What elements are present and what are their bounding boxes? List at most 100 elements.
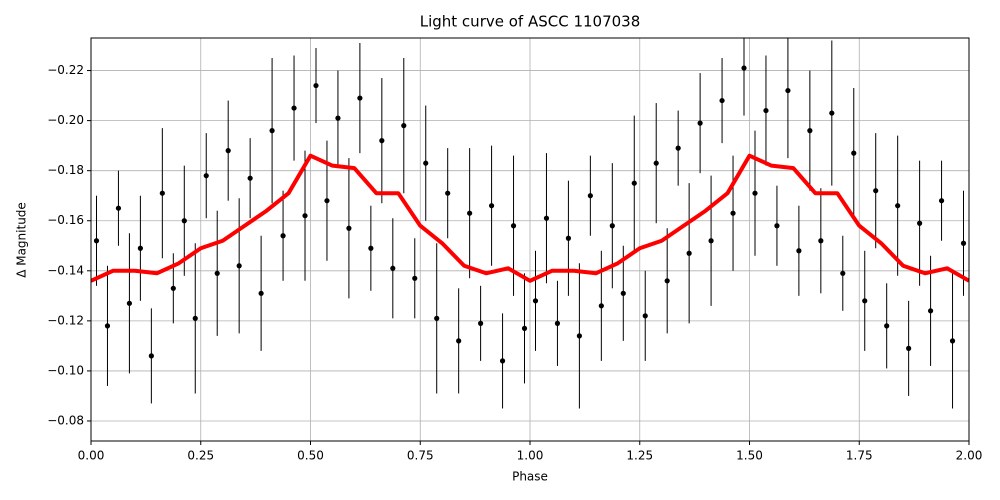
data-point bbox=[510, 223, 517, 229]
data-point bbox=[807, 128, 813, 134]
data-point bbox=[631, 180, 637, 186]
data-point bbox=[906, 345, 912, 351]
data-point bbox=[763, 107, 769, 114]
data-point bbox=[379, 138, 385, 144]
data-point bbox=[719, 97, 725, 104]
data-point bbox=[949, 338, 956, 344]
data-point bbox=[653, 160, 659, 166]
data-point bbox=[148, 353, 154, 359]
data-point bbox=[730, 210, 736, 216]
data-point bbox=[708, 238, 714, 244]
data-point bbox=[93, 238, 100, 244]
data-point bbox=[291, 105, 297, 111]
data-point bbox=[620, 290, 626, 296]
x-tick-label: 0.00 bbox=[78, 449, 105, 463]
data-point bbox=[938, 198, 945, 204]
data-point bbox=[357, 95, 363, 101]
data-point bbox=[324, 198, 330, 204]
x-tick-label: 0.50 bbox=[297, 449, 324, 463]
data-point bbox=[181, 218, 187, 224]
data-point bbox=[115, 205, 122, 211]
data-point bbox=[126, 300, 133, 306]
data-point bbox=[598, 303, 604, 309]
x-tick-label: 1.00 bbox=[517, 449, 544, 463]
data-point bbox=[401, 123, 407, 129]
data-point bbox=[532, 298, 539, 304]
data-point bbox=[521, 325, 528, 331]
data-point bbox=[488, 203, 495, 209]
data-point bbox=[664, 278, 670, 284]
data-point bbox=[412, 275, 418, 281]
data-point bbox=[565, 235, 572, 241]
data-point bbox=[697, 120, 703, 126]
y-tick-label: −0.16 bbox=[47, 213, 84, 227]
x-tick-label: 2.00 bbox=[956, 449, 983, 463]
data-point bbox=[170, 285, 176, 291]
data-point bbox=[927, 308, 934, 314]
data-point bbox=[423, 160, 429, 166]
data-point bbox=[917, 220, 923, 226]
data-point bbox=[390, 265, 396, 271]
data-point bbox=[269, 128, 275, 134]
data-point bbox=[368, 245, 374, 251]
data-point bbox=[818, 238, 824, 244]
y-tick-label: −0.18 bbox=[47, 163, 84, 177]
y-tick-label: −0.20 bbox=[47, 113, 84, 127]
data-point bbox=[467, 210, 473, 216]
data-point bbox=[137, 245, 143, 251]
data-point bbox=[785, 87, 791, 94]
plot-area bbox=[91, 38, 969, 409]
y-axis-label: Δ Magnitude bbox=[15, 202, 29, 278]
data-point bbox=[829, 110, 835, 116]
data-point bbox=[445, 190, 451, 196]
grid bbox=[90, 38, 970, 441]
data-point bbox=[554, 320, 561, 326]
data-point bbox=[752, 190, 758, 196]
data-point bbox=[862, 298, 868, 304]
data-point bbox=[203, 173, 209, 179]
x-tick-label: 1.25 bbox=[626, 449, 653, 463]
x-tick-label: 0.25 bbox=[187, 449, 214, 463]
data-point bbox=[609, 223, 615, 229]
data-point bbox=[225, 148, 231, 154]
data-point bbox=[192, 315, 198, 321]
data-point bbox=[895, 203, 901, 209]
y-tick-label: −0.08 bbox=[47, 413, 84, 427]
data-point bbox=[741, 65, 747, 71]
chart-title: Light curve of ASCC 1107038 bbox=[420, 13, 641, 31]
data-point bbox=[247, 175, 253, 181]
data-point bbox=[576, 333, 582, 339]
data-point bbox=[675, 145, 681, 151]
data-point bbox=[104, 323, 111, 329]
data-point bbox=[159, 190, 165, 196]
data-point bbox=[840, 270, 846, 276]
data-point bbox=[236, 263, 242, 269]
data-point bbox=[478, 320, 484, 326]
data-point bbox=[313, 82, 319, 89]
data-point bbox=[434, 315, 440, 321]
data-point bbox=[499, 358, 506, 364]
data-point bbox=[587, 193, 593, 199]
data-point bbox=[960, 240, 967, 246]
data-point bbox=[456, 338, 462, 344]
x-tick-label: 1.75 bbox=[846, 449, 873, 463]
y-tick-label: −0.14 bbox=[47, 263, 84, 277]
data-point bbox=[851, 150, 857, 156]
y-tick-label: −0.12 bbox=[47, 313, 84, 327]
data-point bbox=[258, 290, 264, 296]
y-tick-label: −0.22 bbox=[47, 63, 84, 77]
data-point bbox=[642, 313, 648, 319]
data-point bbox=[335, 115, 341, 121]
data-point bbox=[346, 225, 352, 231]
data-point bbox=[796, 248, 802, 254]
data-point bbox=[543, 215, 550, 221]
data-point bbox=[302, 213, 308, 219]
data-point bbox=[214, 270, 220, 276]
x-tick-label: 1.50 bbox=[736, 449, 763, 463]
data-point bbox=[280, 233, 286, 239]
x-tick-label: 0.75 bbox=[407, 449, 434, 463]
axes: 0.00 0.25 0.50 0.75 1.00 1.25 1.50 1.75 2.00 −0.2… bbox=[47, 63, 982, 462]
y-tick-label: −0.10 bbox=[47, 363, 84, 377]
